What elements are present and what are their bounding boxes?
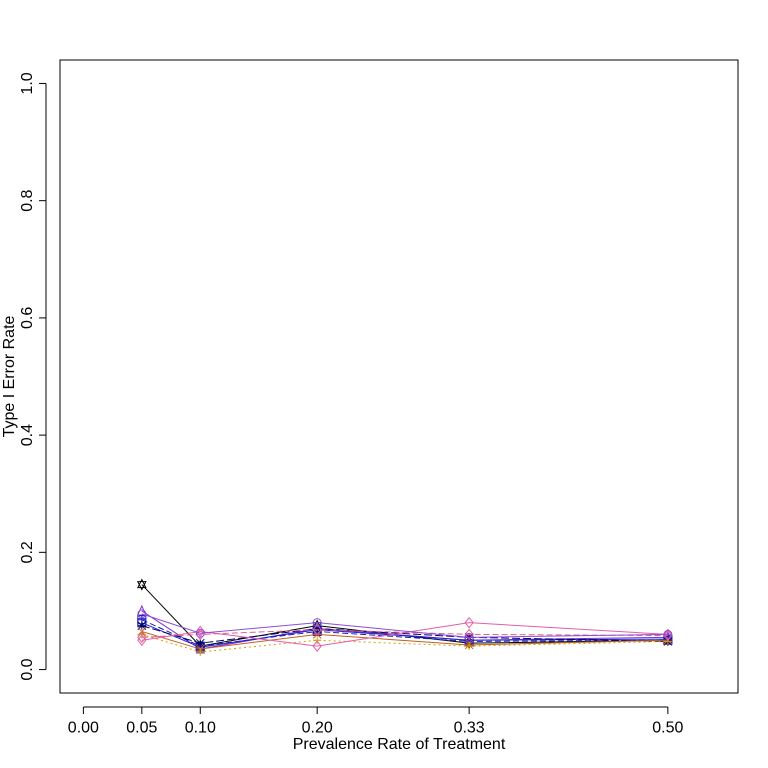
series-10-point-1 <box>137 609 147 619</box>
series-9-point-5 <box>663 628 673 641</box>
series-9-point-4 <box>464 616 474 629</box>
y-tick-label: 0.8 <box>19 189 36 211</box>
y-axis-title: Type I Error Rate <box>1 315 18 437</box>
series-9-line <box>141 622 668 647</box>
series-7-point-2 <box>196 647 205 656</box>
x-tick-label: 0.20 <box>302 719 333 736</box>
series-9-point-1 <box>137 634 147 647</box>
x-tick-label: 0.05 <box>126 719 157 736</box>
series-10-point-5 <box>663 629 673 639</box>
plot-area: 0.00 0.05 0.10 0.20 0.33 0.50 0.0 0.2 0.4 0.6 0.8 1… <box>1 59 739 753</box>
series-1-point-1 <box>137 578 147 591</box>
series-8-point-4 <box>464 628 474 641</box>
series-8-line <box>141 629 668 638</box>
series-5-point-3 <box>312 624 322 633</box>
series-7-point-4 <box>465 642 474 651</box>
series-10-point-2 <box>195 628 205 638</box>
series-5-point-1 <box>137 621 147 630</box>
x-tick-label: 0.10 <box>185 719 216 736</box>
series-7-line <box>141 633 668 653</box>
y-tick-label: 0.6 <box>19 307 36 329</box>
series-5-point-2 <box>195 638 205 648</box>
series-10-point-4 <box>464 632 474 642</box>
x-axis-title: Prevalence Rate of Treatment <box>293 736 506 753</box>
series-10-point-3 <box>312 618 322 628</box>
y-tick-label: 0.0 <box>19 658 36 680</box>
series-1-line <box>141 584 668 647</box>
series-8-point-1 <box>137 631 147 644</box>
plot-frame <box>59 59 739 694</box>
series-9-point-3 <box>312 640 322 652</box>
series-8-point-3 <box>312 623 322 636</box>
y-tick-label: 0.4 <box>19 424 36 446</box>
y-tick-label: 0.2 <box>19 541 36 563</box>
series-10-line <box>141 613 668 638</box>
x-tick-label: 0.50 <box>652 719 683 736</box>
y-tick-label: 1.0 <box>19 72 36 94</box>
x-tick-label: 0.00 <box>68 719 99 736</box>
series-7-point-3 <box>313 636 322 645</box>
x-tick-label: 0.33 <box>454 719 485 736</box>
